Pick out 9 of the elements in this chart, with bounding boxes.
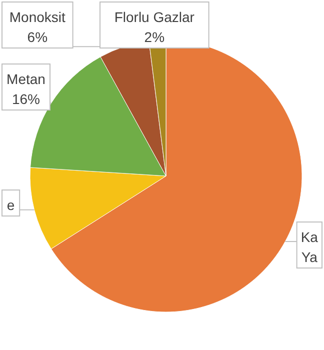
slice-label: e <box>6 197 15 213</box>
data-label: 16% <box>12 91 40 107</box>
data-label: 2% <box>144 29 165 45</box>
slice-label: Monoksit <box>9 9 66 25</box>
text: Ya <box>301 249 318 265</box>
slice-label: Florlu Gazlar <box>114 9 195 25</box>
slice-label: Ka <box>300 229 318 245</box>
data-label: 6% <box>27 29 48 45</box>
slice-label: Metan <box>6 71 46 87</box>
